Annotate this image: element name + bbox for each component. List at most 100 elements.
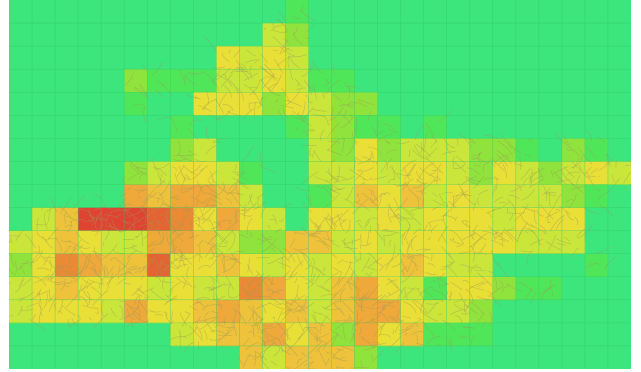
heatmap-cell (354, 322, 378, 347)
street-segments (209, 315, 236, 347)
heatmap-cell (239, 46, 263, 70)
street-segments (259, 336, 286, 366)
street-segments (309, 60, 331, 86)
heatmap-cell (124, 299, 148, 324)
street-segments (273, 316, 317, 353)
heatmap-cell (124, 253, 148, 278)
heatmap-cell (446, 322, 471, 347)
heatmap-cell (377, 276, 401, 301)
street-segments (419, 286, 447, 313)
heatmap-cell (239, 299, 263, 324)
density-heatmap-map[interactable] (9, 0, 631, 369)
heatmap-cell (354, 161, 378, 185)
heatmap-cell (561, 184, 586, 208)
street-segments (9, 277, 32, 303)
heatmap-cell (147, 276, 171, 301)
street-segments (421, 320, 453, 352)
street-segments (193, 184, 226, 220)
heatmap-cell (78, 299, 102, 324)
heatmap-cell (193, 138, 217, 162)
street-segments (66, 284, 99, 327)
heatmap-cell (584, 138, 609, 162)
heatmap-cell (101, 299, 125, 324)
heatmap-cell (515, 138, 540, 162)
heatmap-cell (147, 230, 171, 254)
heatmap-cell (400, 161, 424, 185)
street-segments (123, 226, 151, 253)
street-segments (192, 70, 221, 91)
street-segments (471, 152, 500, 181)
heatmap-cell (400, 253, 424, 278)
heatmap-cell (492, 207, 517, 231)
street-segments (508, 139, 534, 170)
street-segments (374, 229, 405, 258)
heatmap-cell (147, 69, 171, 93)
heatmap-cell (285, 253, 309, 278)
heatmap-cell (469, 184, 494, 208)
heatmap-cell (262, 276, 286, 301)
heatmap-cell (193, 92, 217, 116)
street-segments (210, 208, 248, 236)
street-segments (422, 298, 455, 331)
heatmap-cell (584, 253, 609, 278)
heatmap-cell (170, 115, 194, 139)
heatmap-cell (400, 276, 424, 301)
street-segments (419, 162, 444, 184)
street-segments (124, 64, 150, 99)
street-segments (338, 99, 375, 121)
street-segments (483, 133, 516, 165)
heatmap-cell (446, 276, 471, 301)
heatmap-cell (147, 299, 171, 324)
street-segments (165, 294, 202, 334)
street-segments (186, 89, 224, 121)
street-segments (275, 18, 315, 45)
heatmap-cell (469, 230, 494, 254)
street-segments (459, 175, 489, 212)
street-segments (531, 167, 575, 186)
heatmap-cell (101, 276, 125, 301)
heatmap-cell (239, 253, 263, 278)
heatmap-cell (377, 322, 401, 347)
street-segments (260, 78, 289, 122)
heatmap-cell (354, 207, 378, 231)
street-segments (289, 65, 314, 91)
heatmap-cell (446, 138, 471, 162)
street-segments (349, 310, 387, 349)
street-segments (24, 230, 59, 267)
heatmap-cell (492, 276, 517, 301)
heatmap-cell (262, 345, 286, 369)
street-segments (321, 185, 355, 209)
heatmap-cell (469, 253, 494, 278)
street-segments (263, 19, 289, 43)
street-segments (242, 311, 265, 351)
street-segments (349, 156, 375, 181)
heatmap-cell (124, 161, 148, 185)
heatmap-cell (193, 184, 217, 208)
grid-lines (9, 0, 631, 369)
street-segments (32, 289, 55, 324)
heatmap-cell (170, 69, 194, 93)
heatmap-cell (216, 46, 240, 70)
heatmap-cell (446, 230, 471, 254)
heatmap-cell (423, 138, 448, 162)
street-segments (134, 295, 178, 327)
street-segments (606, 152, 631, 194)
heatmap-cell (377, 184, 401, 208)
street-segments (146, 221, 178, 254)
heatmap-cell (285, 46, 309, 70)
heatmap-cell (216, 276, 240, 301)
street-segments (323, 253, 359, 285)
heatmap-cell (423, 207, 448, 231)
heatmap-cell (584, 184, 609, 208)
heatmap-cell (354, 230, 378, 254)
street-segments (352, 182, 387, 206)
heatmap-cell (216, 253, 240, 278)
heatmap-cell (538, 184, 563, 208)
street-segments (287, 231, 321, 267)
street-segments (536, 194, 562, 231)
street-segments (356, 202, 378, 230)
heatmap-cell (423, 115, 448, 139)
street-segments (233, 196, 267, 219)
heatmap-cell (331, 322, 355, 347)
heatmap-cell (262, 92, 286, 116)
